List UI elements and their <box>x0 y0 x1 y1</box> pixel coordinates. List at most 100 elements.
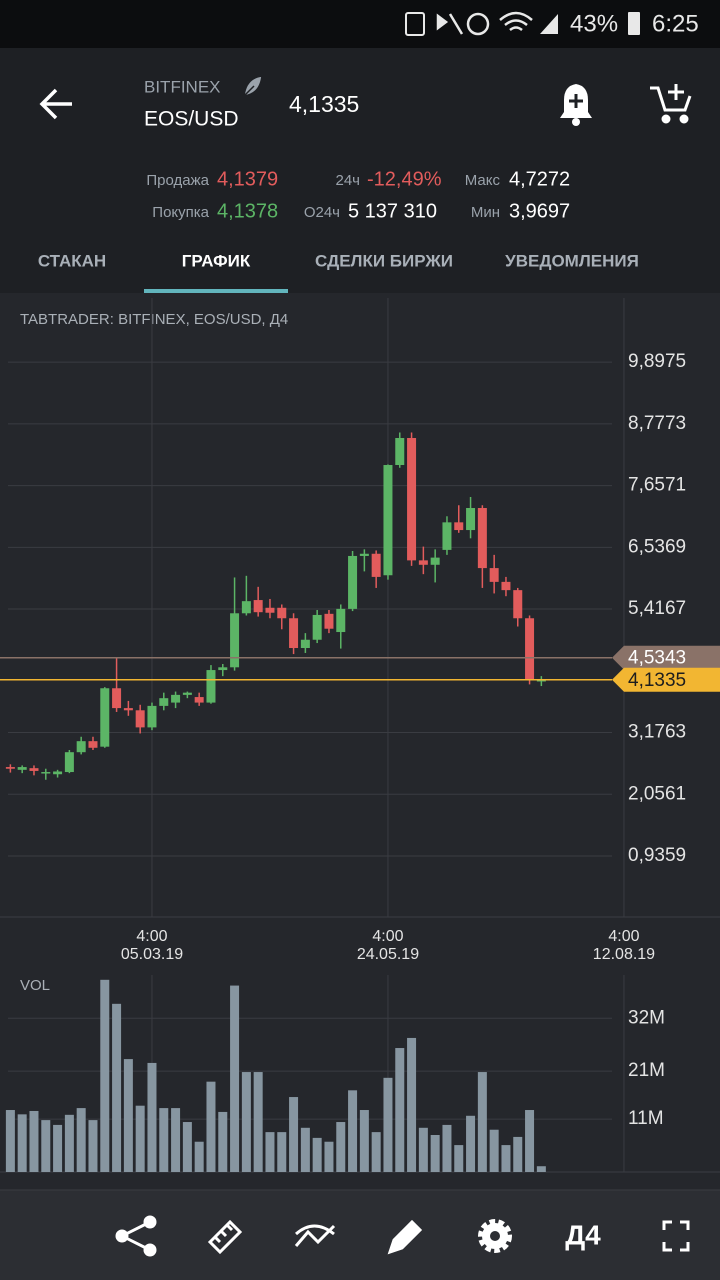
y-tick-label: 32M <box>628 1007 665 1028</box>
volume-bar <box>29 1110 39 1172</box>
volume-bar <box>336 1122 346 1172</box>
volume-bar <box>253 1072 263 1172</box>
y-tick-label: 21M <box>628 1060 665 1081</box>
candle-body <box>430 557 440 565</box>
x-tick-date: 24.05.19 <box>357 946 419 963</box>
volume-bar <box>442 1124 452 1172</box>
y-tick-label: 5,4167 <box>628 598 686 619</box>
candle-body <box>407 438 417 561</box>
candle-body <box>194 697 204 703</box>
candle-body <box>123 708 133 711</box>
volume-bar <box>53 1124 63 1172</box>
candle-body <box>489 568 499 582</box>
candle-body <box>100 688 110 747</box>
alert-button[interactable] <box>560 84 592 126</box>
candle-body <box>265 607 275 613</box>
timeframe-button[interactable]: Д4 <box>565 1219 601 1250</box>
candle-body <box>218 667 228 671</box>
volume-bar <box>218 1111 228 1172</box>
x-tick-date: 05.03.19 <box>121 946 183 963</box>
candle-body <box>241 601 251 614</box>
clock: 6:25 <box>652 10 699 37</box>
x-tick-label: 4:00 <box>608 928 639 945</box>
ruler-button[interactable] <box>207 1219 243 1255</box>
volume-bar <box>348 1090 358 1172</box>
candle-body <box>17 767 27 770</box>
volume-bar <box>147 1062 157 1172</box>
candle-body <box>359 553 369 556</box>
x-tick-label: 4:00 <box>372 928 403 945</box>
volume-label: O24ч <box>304 204 340 221</box>
volume-bar <box>525 1110 535 1172</box>
status-bar <box>0 0 720 48</box>
volume-bar <box>277 1132 287 1172</box>
x-tick-date: 12.08.19 <box>593 946 655 963</box>
price-tag <box>612 667 720 692</box>
share-button[interactable] <box>115 1215 157 1257</box>
pair: EOS/USD <box>144 108 239 131</box>
candle-body <box>29 768 39 771</box>
tab[interactable]: ГРАФИК <box>182 251 251 270</box>
candle-body <box>171 694 181 703</box>
candle-body <box>289 618 299 649</box>
volume-bar <box>489 1129 499 1172</box>
last-price: 4,1335 <box>289 91 359 117</box>
candle-body <box>253 600 263 613</box>
tab[interactable]: СТАКАН <box>38 251 106 270</box>
cart-button[interactable] <box>650 84 692 124</box>
volume-bar <box>112 1003 122 1172</box>
indicators-button[interactable] <box>294 1224 336 1247</box>
candle-body <box>206 670 216 703</box>
volume-bar <box>383 1077 393 1172</box>
candle-body <box>159 698 169 706</box>
volume-bar <box>289 1097 299 1172</box>
high-label: Макс <box>465 172 501 189</box>
volume-bar <box>513 1136 523 1172</box>
price-tag-label: 4,1335 <box>628 670 686 691</box>
candle-body <box>76 741 86 753</box>
settings-button[interactable] <box>478 1219 512 1253</box>
volume-bar <box>159 1108 169 1172</box>
volume-bar <box>76 1108 86 1172</box>
candle-body <box>418 560 428 565</box>
low-value: 3,9697 <box>509 200 570 222</box>
back-button[interactable] <box>39 88 72 120</box>
fullscreen-button[interactable] <box>662 1220 690 1252</box>
candle-body <box>88 741 98 748</box>
battery: 43% <box>570 10 618 37</box>
change-label: 24ч <box>336 172 361 189</box>
y-tick-label: 0,9359 <box>628 845 686 866</box>
y-tick-label: 2,0561 <box>628 783 686 804</box>
volume-bar <box>265 1132 275 1172</box>
volume-bar <box>371 1132 381 1172</box>
volume-bar <box>359 1110 369 1172</box>
candle-body <box>5 767 15 769</box>
volume-bar <box>182 1122 192 1172</box>
volume-bar <box>171 1108 181 1172</box>
sell-value: 4,1379 <box>217 168 278 190</box>
candle-body <box>147 705 157 728</box>
candle-body <box>41 772 51 774</box>
candle-body <box>277 607 287 619</box>
volume-bar <box>123 1059 133 1172</box>
candle-body <box>454 522 464 531</box>
volume-bar <box>206 1081 216 1172</box>
candle-body <box>336 608 346 633</box>
charts: TABTRADER: BITFINEX, EOS/USD, Д4 0,9359 2,… <box>0 298 720 1173</box>
volume-bar <box>466 1115 476 1172</box>
tab[interactable]: УВЕДОМЛЕНИЯ <box>505 251 639 270</box>
low-label: Мин <box>471 204 500 221</box>
volume-bar <box>430 1135 440 1172</box>
volume-bar <box>324 1141 334 1172</box>
tab[interactable]: СДЕЛКИ БИРЖИ <box>315 251 453 270</box>
volume-bar <box>5 1110 15 1172</box>
volume-bar <box>418 1127 428 1172</box>
volume-bar <box>64 1114 74 1172</box>
buy-label: Покупка <box>152 204 209 221</box>
candle-body <box>513 590 523 619</box>
draw-button[interactable] <box>387 1219 423 1255</box>
toolbar-icons <box>115 1215 690 1257</box>
price-tag <box>612 645 720 670</box>
